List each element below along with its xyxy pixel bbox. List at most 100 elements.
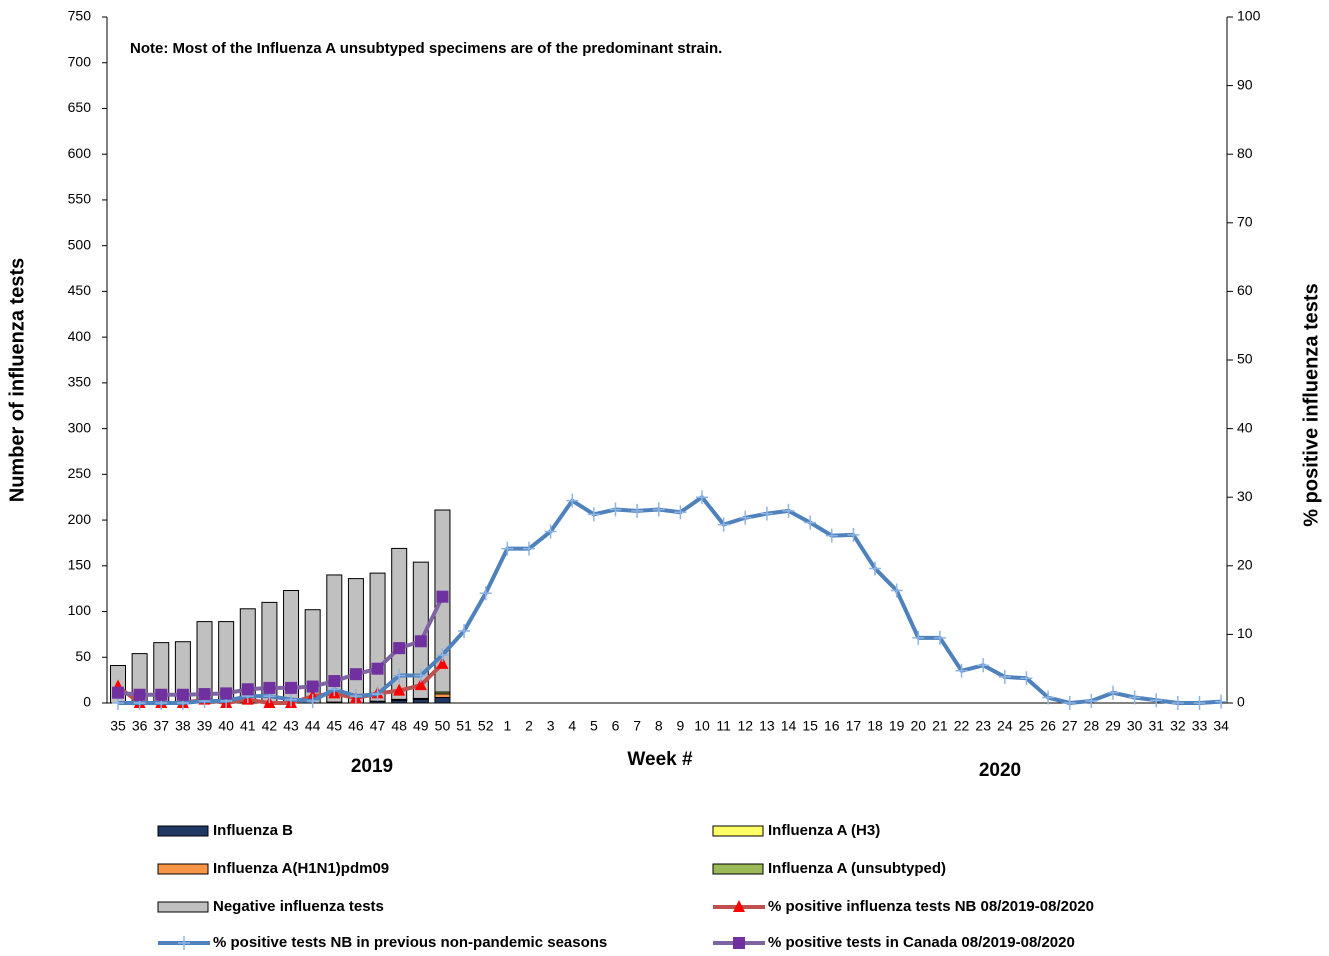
bar-segment bbox=[369, 572, 386, 702]
x-tick-label: 14 bbox=[781, 718, 797, 734]
marker bbox=[436, 590, 449, 603]
marker bbox=[869, 561, 882, 576]
y2-axis-title: % positive influenza tests bbox=[1300, 283, 1322, 526]
marker bbox=[1085, 693, 1098, 708]
marker bbox=[1193, 696, 1206, 710]
marker bbox=[328, 675, 341, 688]
marker bbox=[587, 507, 600, 522]
marker bbox=[1020, 671, 1033, 686]
marker bbox=[782, 503, 795, 518]
marker bbox=[133, 688, 146, 701]
y-axis-title: Number of influenza tests bbox=[6, 258, 28, 502]
line bbox=[117, 595, 445, 697]
x-tick-label: 8 bbox=[655, 718, 663, 734]
marker bbox=[263, 681, 276, 694]
y-tick-label: 550 bbox=[68, 191, 92, 207]
x-tick-label: 11 bbox=[716, 718, 731, 734]
marker bbox=[479, 586, 492, 601]
y-tick-label: 150 bbox=[68, 557, 92, 573]
x-tick-label: 3 bbox=[547, 718, 555, 734]
legend-marker bbox=[178, 936, 190, 950]
marker bbox=[1215, 694, 1228, 709]
legend-swatch bbox=[157, 863, 209, 875]
y-tick-label: 250 bbox=[68, 465, 92, 481]
marker bbox=[674, 505, 687, 520]
x-tick-label: 42 bbox=[262, 718, 278, 734]
marker bbox=[890, 583, 903, 598]
legend-label: Negative influenza tests bbox=[213, 898, 384, 915]
marker bbox=[458, 623, 471, 638]
x-tick-label: 7 bbox=[633, 718, 641, 734]
y2-tick-label: 90 bbox=[1237, 76, 1253, 92]
marker bbox=[544, 524, 557, 539]
marker bbox=[652, 502, 665, 517]
x-tick-label: 23 bbox=[975, 718, 991, 734]
marker bbox=[1128, 690, 1141, 705]
y2-tick-label: 50 bbox=[1237, 351, 1253, 367]
x-tick-label: 19 bbox=[889, 718, 905, 734]
y2-tick-label: 80 bbox=[1237, 145, 1253, 161]
x-tick-label: 41 bbox=[240, 718, 256, 734]
x-tick-label: 1 bbox=[503, 718, 511, 734]
y-tick-label: 450 bbox=[68, 282, 92, 298]
x-tick-label: 35 bbox=[110, 718, 126, 734]
marker bbox=[955, 663, 968, 678]
y-tick-label: 650 bbox=[68, 99, 92, 115]
x-tick-label: 6 bbox=[612, 718, 620, 734]
legend-label: Influenza A(H1N1)pdm09 bbox=[213, 860, 389, 877]
y2-tick-label: 30 bbox=[1237, 488, 1253, 504]
marker bbox=[436, 656, 449, 669]
x-tick-label: 5 bbox=[590, 718, 598, 734]
marker bbox=[912, 630, 925, 645]
y-tick-label: 0 bbox=[83, 694, 91, 710]
marker bbox=[566, 493, 579, 508]
x-tick-label: 34 bbox=[1213, 718, 1229, 734]
x-tick-label: 13 bbox=[759, 718, 775, 734]
x-tick-label: 36 bbox=[132, 718, 148, 734]
marker bbox=[285, 681, 298, 694]
x-tick-label: 46 bbox=[348, 718, 364, 734]
legend-label: Influenza A (unsubtyped) bbox=[768, 860, 946, 877]
legend-label: Influenza B bbox=[213, 822, 293, 839]
note: Note: Most of the Influenza A unsubtyped… bbox=[130, 40, 722, 57]
marker bbox=[285, 692, 298, 707]
legend-label: Influenza A (H3) bbox=[768, 822, 880, 839]
y2-tick-label: 20 bbox=[1237, 557, 1253, 573]
x-tick-label: 33 bbox=[1192, 718, 1208, 734]
marker bbox=[349, 668, 362, 681]
x-tick-label: 16 bbox=[824, 718, 840, 734]
marker bbox=[1063, 696, 1076, 710]
legend-marker bbox=[733, 937, 745, 949]
legend-swatch bbox=[157, 825, 209, 837]
y2-tick-label: 100 bbox=[1237, 8, 1261, 24]
y2-tick-label: 60 bbox=[1237, 282, 1253, 298]
marker bbox=[1106, 685, 1119, 700]
x-tick-label: 37 bbox=[153, 718, 169, 734]
x-tick-label: 29 bbox=[1105, 718, 1121, 734]
x-tick-label: 21 bbox=[932, 718, 948, 734]
marker bbox=[393, 642, 406, 655]
x-tick-label: 18 bbox=[867, 718, 883, 734]
marker bbox=[1042, 690, 1055, 705]
legend-label: % positive tests NB in previous non-pand… bbox=[213, 934, 607, 951]
marker bbox=[804, 515, 817, 530]
marker bbox=[739, 510, 752, 525]
x-tick-label: 48 bbox=[391, 718, 407, 734]
x-tick-label: 20 bbox=[911, 718, 927, 734]
marker bbox=[414, 635, 427, 648]
x-tick-label: 2 bbox=[525, 718, 533, 734]
x-tick-label: 45 bbox=[327, 718, 343, 734]
x-tick-label: 15 bbox=[802, 718, 818, 734]
x-tick-label: 27 bbox=[1062, 718, 1078, 734]
y-tick-label: 750 bbox=[68, 8, 92, 24]
marker bbox=[220, 687, 233, 700]
marker bbox=[306, 693, 319, 708]
marker bbox=[501, 541, 514, 556]
marker bbox=[414, 678, 427, 691]
marker bbox=[847, 527, 860, 542]
marker bbox=[631, 503, 644, 518]
marker bbox=[933, 630, 946, 645]
marker bbox=[977, 658, 990, 673]
marker bbox=[1150, 693, 1163, 708]
